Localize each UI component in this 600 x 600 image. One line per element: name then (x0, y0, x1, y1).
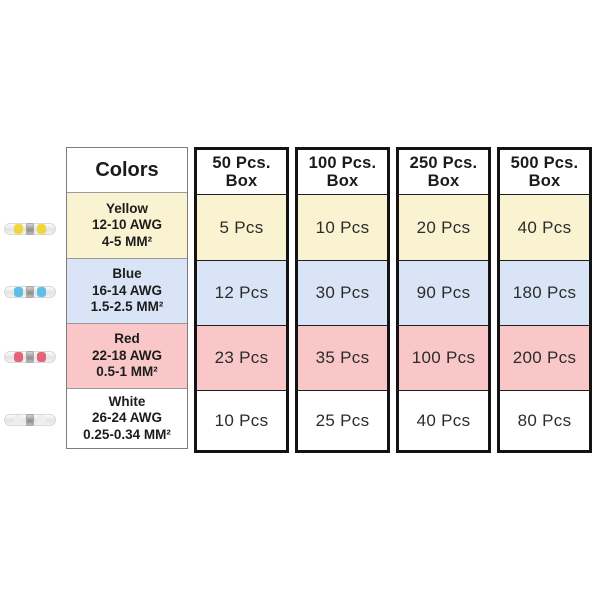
cell-50pcs-blue: 12 Pcs (197, 260, 286, 325)
qty-value: 90 Pcs (416, 283, 471, 302)
cell-500pcs-red: 200 Pcs (500, 325, 589, 390)
white-connector-image (4, 412, 56, 428)
connector-crimp-band (26, 414, 34, 426)
qty-value: 30 Pcs (315, 283, 370, 302)
row-label-red: Red 22-18 AWG 0.5-1 MM² (67, 323, 187, 388)
cell-250pcs-yellow: 20 Pcs (399, 194, 488, 260)
cell-500pcs-yellow: 40 Pcs (500, 194, 589, 260)
color-name: Red (114, 331, 140, 347)
colors-header-label: Colors (95, 158, 159, 181)
qty-value: 10 Pcs (315, 217, 370, 237)
header-line1: 100 Pcs. (308, 153, 377, 172)
red-connector-image (4, 349, 56, 365)
qty-value: 5 Pcs (219, 217, 264, 237)
qty-value: 40 Pcs (416, 410, 471, 430)
awg-range: 22-18 AWG (91, 347, 163, 363)
yellow-connector-image (4, 221, 56, 237)
column-500pcs-box: 500 Pcs. Box 40 Pcs 180 Pcs 200 Pcs 80 P… (497, 147, 592, 453)
header-line1: 250 Pcs. (409, 153, 478, 172)
header-line1: 50 Pcs. (212, 153, 271, 172)
connector-band (37, 224, 46, 234)
cell-100pcs-white: 25 Pcs (298, 390, 387, 450)
color-name: Blue (112, 266, 142, 282)
cell-250pcs-blue: 90 Pcs (399, 260, 488, 325)
connector-crimp-band (26, 286, 34, 298)
header-line2: Box (427, 172, 460, 190)
mm2-range: 0.25-0.34 MM² (83, 426, 171, 442)
column-header-500pcs: 500 Pcs. Box (500, 150, 589, 194)
mm2-range: 4-5 MM² (101, 233, 153, 249)
awg-range: 26-24 AWG (91, 410, 163, 426)
header-line2: Box (528, 172, 561, 190)
qty-value: 12 Pcs (214, 283, 269, 302)
qty-value: 20 Pcs (416, 217, 471, 237)
connector-band (14, 415, 23, 425)
column-250pcs-box: 250 Pcs. Box 20 Pcs 90 Pcs 100 Pcs 40 Pc… (396, 147, 491, 453)
qty-value: 80 Pcs (517, 410, 572, 430)
awg-range: 16-14 AWG (91, 282, 163, 298)
connector-crimp-band (26, 223, 34, 235)
qty-value: 10 Pcs (214, 410, 269, 430)
colors-column: Colors Yellow 12-10 AWG 4-5 MM² Blue 16-… (66, 147, 188, 449)
cell-50pcs-red: 23 Pcs (197, 325, 286, 390)
connector-band (37, 415, 46, 425)
connector-band (14, 352, 23, 362)
qty-value: 25 Pcs (315, 410, 370, 430)
cell-500pcs-blue: 180 Pcs (500, 260, 589, 325)
connector-band (37, 352, 46, 362)
header-line1: 500 Pcs. (510, 153, 579, 172)
cell-100pcs-yellow: 10 Pcs (298, 194, 387, 260)
column-100pcs-box: 100 Pcs. Box 10 Pcs 30 Pcs 35 Pcs 25 Pcs (295, 147, 390, 453)
header-line2: Box (225, 172, 258, 190)
connector-band (14, 287, 23, 297)
cell-100pcs-blue: 30 Pcs (298, 260, 387, 325)
qty-value: 35 Pcs (315, 348, 370, 367)
blue-connector-image (4, 284, 56, 300)
qty-value: 200 Pcs (512, 348, 577, 367)
size-chart-table: Colors Yellow 12-10 AWG 4-5 MM² Blue 16-… (66, 147, 592, 453)
cell-50pcs-yellow: 5 Pcs (197, 194, 286, 260)
header-line2: Box (326, 172, 359, 190)
mm2-range: 0.5-1 MM² (96, 364, 158, 380)
mm2-range: 1.5-2.5 MM² (90, 299, 164, 315)
color-name: Yellow (105, 200, 149, 216)
column-50pcs-box: 50 Pcs. Box 5 Pcs 12 Pcs 23 Pcs 10 Pcs (194, 147, 289, 453)
cell-50pcs-white: 10 Pcs (197, 390, 286, 450)
connector-band (37, 287, 46, 297)
cell-100pcs-red: 35 Pcs (298, 325, 387, 390)
column-header-50pcs: 50 Pcs. Box (197, 150, 286, 194)
connector-crimp-band (26, 351, 34, 363)
column-header-100pcs: 100 Pcs. Box (298, 150, 387, 194)
colors-column-header: Colors (67, 148, 187, 192)
cell-250pcs-white: 40 Pcs (399, 390, 488, 450)
row-label-white: White 26-24 AWG 0.25-0.34 MM² (67, 388, 187, 448)
qty-value: 100 Pcs (411, 348, 476, 367)
qty-value: 40 Pcs (517, 217, 572, 237)
connector-band (14, 224, 23, 234)
cell-500pcs-white: 80 Pcs (500, 390, 589, 450)
row-label-blue: Blue 16-14 AWG 1.5-2.5 MM² (67, 258, 187, 323)
qty-value: 23 Pcs (214, 348, 269, 367)
awg-range: 12-10 AWG (91, 217, 163, 233)
qty-value: 180 Pcs (512, 283, 577, 302)
color-name: White (108, 393, 146, 409)
column-header-250pcs: 250 Pcs. Box (399, 150, 488, 194)
cell-250pcs-red: 100 Pcs (399, 325, 488, 390)
row-label-yellow: Yellow 12-10 AWG 4-5 MM² (67, 192, 187, 258)
